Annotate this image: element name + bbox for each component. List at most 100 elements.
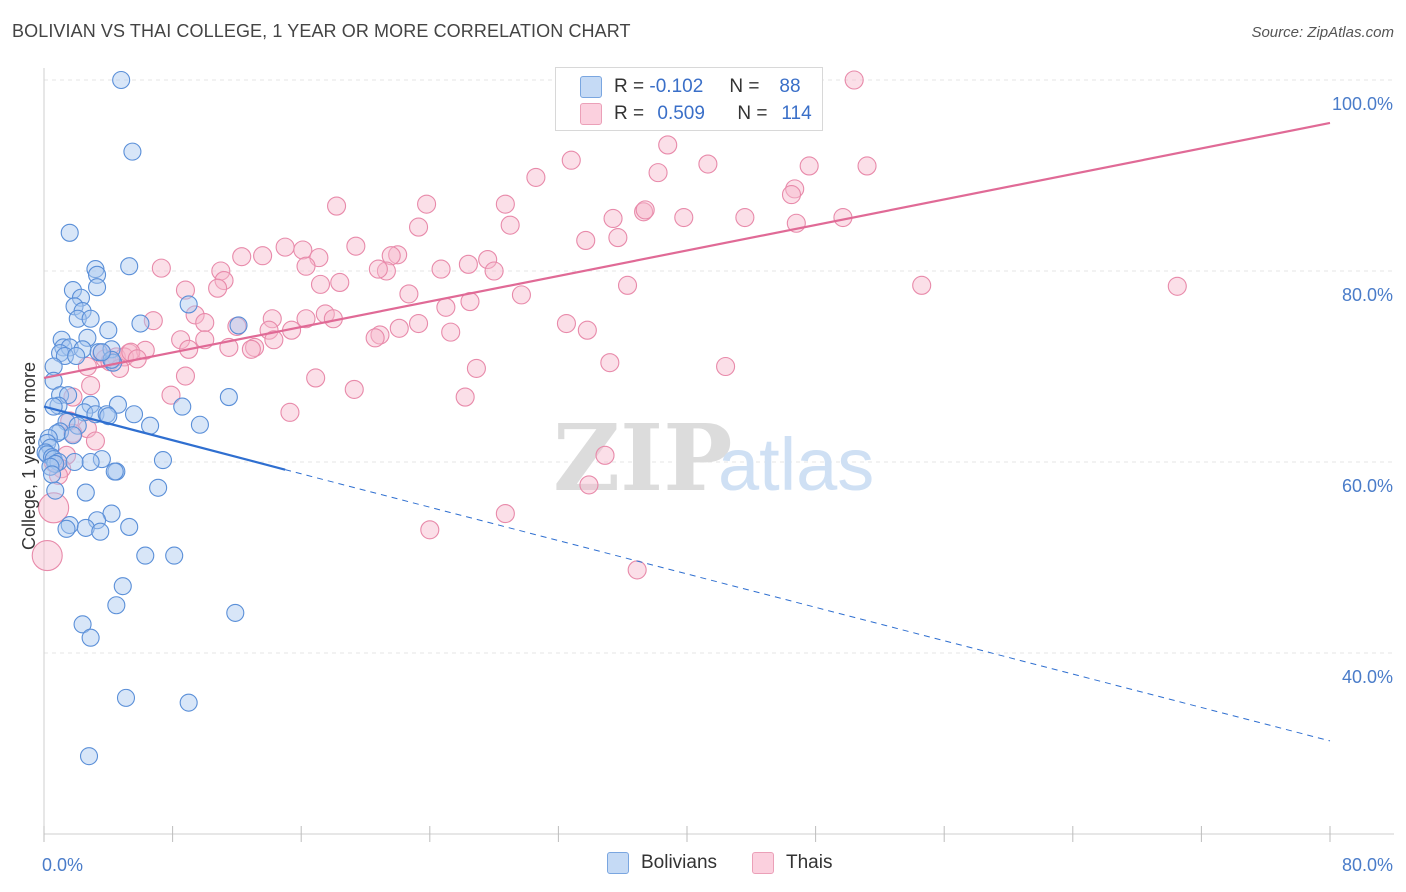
y-tick-label-60: 60.0%	[1342, 476, 1393, 496]
thai-point	[241, 339, 261, 359]
thai-point	[264, 330, 284, 350]
legend-swatch-blue	[580, 76, 602, 98]
thai-point	[346, 236, 366, 256]
bolivian-point	[73, 615, 92, 634]
thai-point	[195, 313, 215, 333]
bolivian-point	[99, 321, 118, 340]
thai-point	[151, 258, 171, 278]
thai-point	[262, 309, 282, 329]
thai-point	[577, 320, 597, 340]
bolivian-point	[92, 343, 111, 362]
bolivian-point	[165, 546, 184, 565]
x-tick-labels: 0.0% 80.0%	[42, 855, 1393, 875]
thai-point	[735, 207, 755, 228]
thai-point	[310, 274, 331, 294]
bolivian-point	[81, 395, 100, 414]
thai-point	[330, 272, 350, 293]
thai-point	[844, 70, 864, 90]
thai-point	[716, 356, 736, 377]
bolivian-point	[76, 483, 95, 502]
legend-row-thais: R = 0.509 N = 114	[580, 101, 812, 127]
bolivian-point	[229, 316, 248, 335]
x-ticks	[43, 826, 1331, 842]
bolivian-point	[67, 346, 86, 366]
bolivian-point	[173, 397, 192, 416]
bolivian-point	[78, 328, 97, 347]
thai-point	[232, 247, 252, 267]
bolivian-point	[81, 452, 100, 472]
bolivian-point	[113, 577, 132, 596]
thai-point	[306, 368, 326, 388]
chart-title: BOLIVIAN VS THAI COLLEGE, 1 YEAR OR MORE…	[12, 21, 631, 41]
bolivian-point	[81, 628, 100, 647]
thai-point	[175, 366, 196, 386]
thai-point	[478, 249, 498, 270]
bolivian-point	[112, 70, 131, 90]
thai-point	[781, 185, 802, 205]
thai-point	[185, 305, 205, 325]
y-tick-label-40: 40.0%	[1342, 667, 1393, 687]
thais-label: Thais	[786, 852, 833, 873]
legend-item-thais[interactable]: Thais	[752, 852, 832, 874]
thai-point	[81, 376, 101, 396]
thais-trend-line	[43, 121, 1331, 380]
series-legend: Bolivians Thais	[0, 852, 1406, 876]
bolivian-point	[120, 517, 139, 536]
bolivian-point	[105, 462, 124, 481]
legend-n-value: 114	[781, 103, 812, 124]
thai-point	[799, 156, 819, 176]
thai-point	[408, 313, 429, 334]
thai-point	[857, 156, 877, 176]
thai-point	[253, 246, 273, 266]
bolivian-point	[153, 451, 173, 470]
legend-n-label: N =	[737, 103, 768, 124]
thai-point	[579, 475, 599, 495]
bolivian-point	[91, 522, 110, 541]
thai-point	[526, 167, 546, 187]
thai-point	[595, 445, 615, 465]
bolivian-point	[92, 450, 111, 469]
bolivian-point	[124, 405, 144, 424]
thai-point	[617, 275, 638, 295]
thai-point	[627, 560, 647, 580]
thai-point	[171, 330, 191, 350]
watermark-zip: ZIP	[553, 404, 732, 512]
thai-point	[648, 163, 668, 183]
bolivian-point	[57, 519, 76, 538]
x-tick-label-1: 80.0%	[1342, 855, 1393, 875]
thai-point	[500, 215, 520, 235]
bolivian-point	[107, 596, 126, 615]
bolivian-point	[46, 454, 65, 473]
thai-point	[381, 246, 401, 266]
bolivian-point	[99, 407, 118, 426]
thai-point	[785, 179, 805, 199]
thai-point	[208, 278, 228, 298]
thai-point	[38, 492, 70, 524]
thai-point	[466, 358, 486, 378]
legend-n-value: 88	[779, 76, 801, 97]
bolivian-point	[131, 314, 150, 333]
thai-point	[420, 520, 440, 540]
thai-point	[658, 135, 678, 155]
thai-point	[389, 318, 409, 338]
thai-point	[417, 194, 437, 214]
thai-point	[495, 194, 515, 214]
bolivian-point	[219, 388, 238, 407]
thai-point	[399, 284, 419, 304]
bolivian-point	[68, 309, 87, 328]
legend-r-value: -0.102	[649, 76, 704, 97]
bolivian-point	[63, 426, 82, 445]
thai-point	[556, 313, 576, 334]
thai-point	[600, 353, 620, 373]
bolivian-point	[79, 747, 99, 766]
legend-item-bolivians[interactable]: Bolivians	[607, 852, 717, 874]
thai-point	[1167, 276, 1187, 296]
thai-point	[608, 228, 628, 248]
bolivians-points	[36, 70, 248, 766]
thai-point	[161, 385, 181, 405]
x-tick-label-0: 0.0%	[42, 855, 83, 875]
thai-point	[296, 309, 316, 329]
thai-point	[376, 261, 396, 281]
bolivians-trend-extension	[284, 469, 1331, 742]
legend-n-label: N =	[729, 76, 760, 97]
